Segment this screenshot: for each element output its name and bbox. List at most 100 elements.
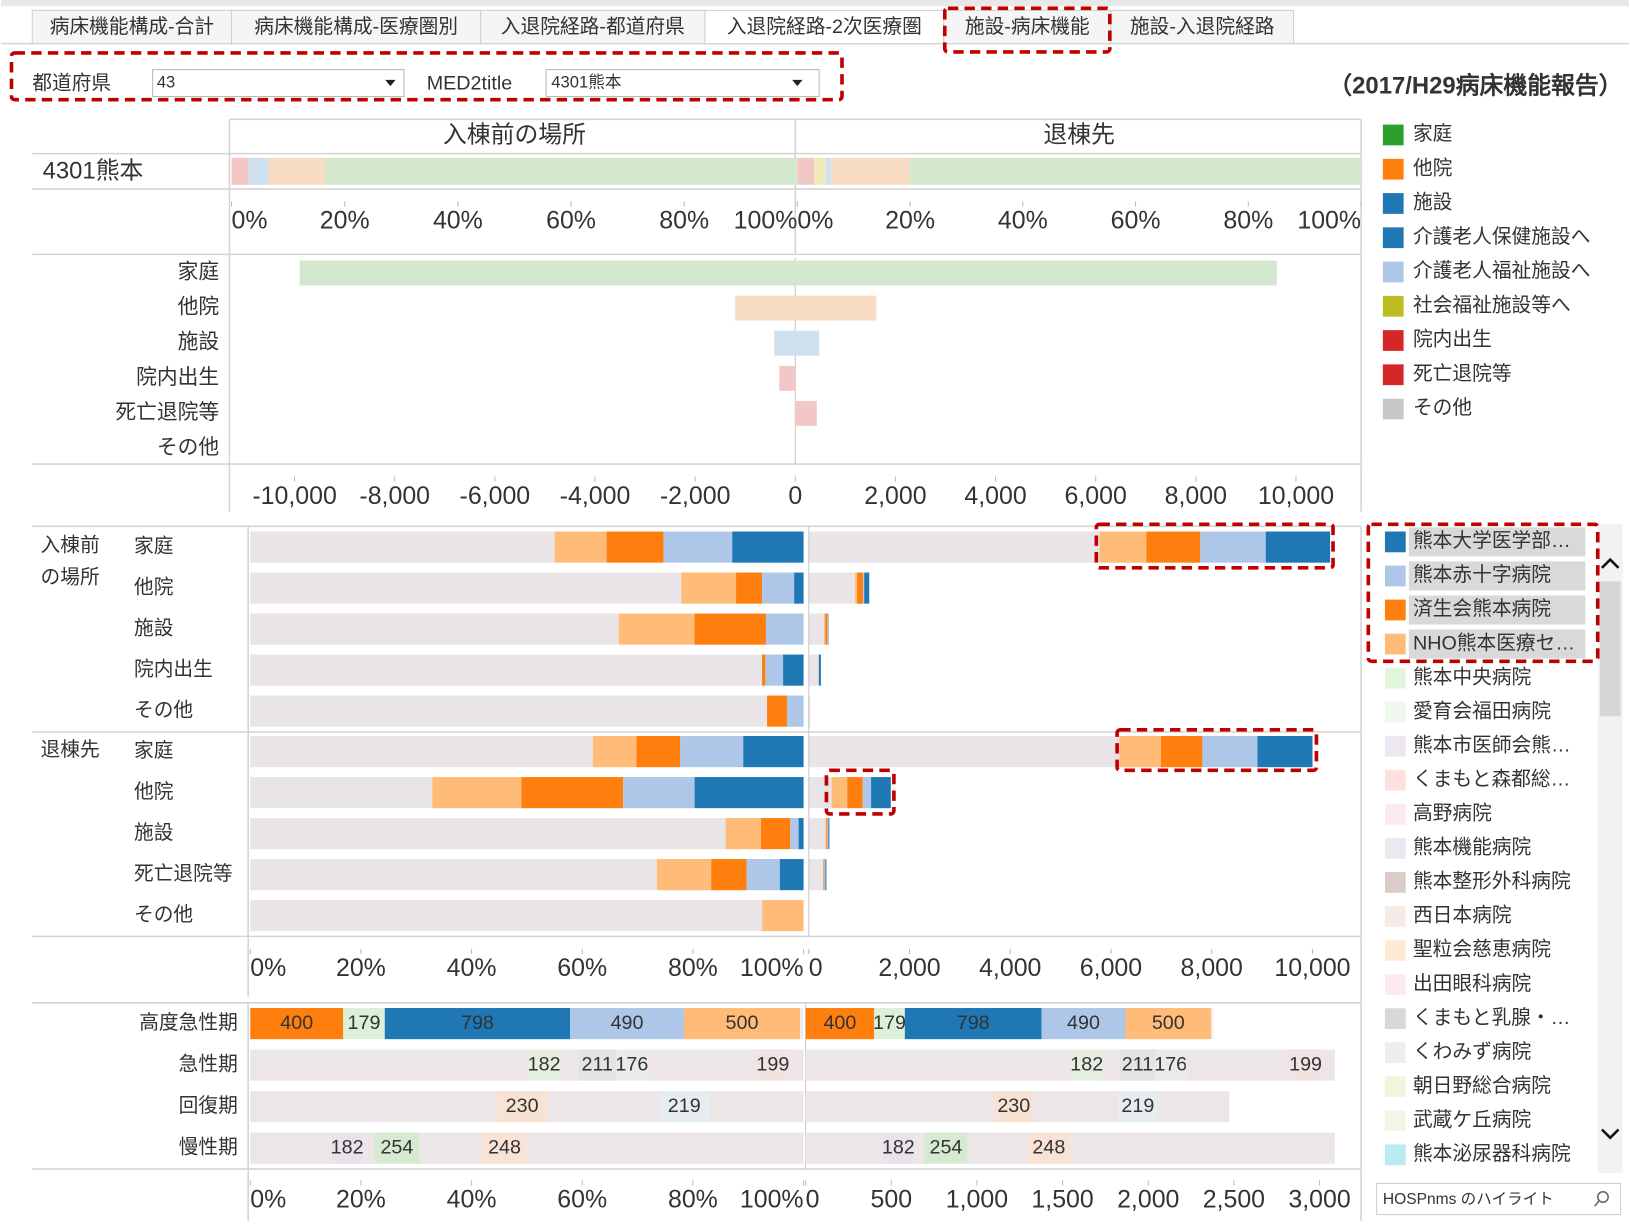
bar-segment bbox=[808, 613, 824, 645]
bar-segment bbox=[1200, 531, 1266, 563]
bar bbox=[795, 260, 1277, 286]
legend-swatch[interactable] bbox=[1384, 1042, 1406, 1064]
legend-swatch[interactable] bbox=[1384, 769, 1406, 791]
annotations bbox=[9, 6, 1600, 816]
bar-segment bbox=[1185, 1049, 1289, 1081]
legend-swatch[interactable] bbox=[1384, 599, 1406, 621]
legend-swatch[interactable] bbox=[1384, 940, 1406, 961]
group-label-box: 退棟先 bbox=[40, 739, 100, 761]
x-tick-label: 4,000 bbox=[979, 954, 1041, 982]
legend-label: 熊本整形外科病院 bbox=[1413, 871, 1571, 893]
dropdown[interactable] bbox=[545, 69, 820, 98]
bar-segment bbox=[343, 1008, 385, 1040]
annotation-box bbox=[9, 51, 844, 102]
bar-segment bbox=[825, 818, 827, 850]
legend-swatch[interactable] bbox=[1384, 667, 1406, 689]
bar-segment bbox=[1155, 1049, 1186, 1081]
legend-swatch[interactable] bbox=[1384, 803, 1406, 825]
data-label: 211 bbox=[581, 1053, 612, 1075]
x-tick-label: -2,000 bbox=[660, 482, 731, 510]
legend-swatch[interactable] bbox=[1384, 1076, 1406, 1098]
legend-swatch[interactable] bbox=[1384, 701, 1406, 723]
tab[interactable] bbox=[480, 9, 706, 45]
data-label: 798 bbox=[461, 1012, 494, 1034]
bar-segment bbox=[827, 818, 829, 850]
tab[interactable] bbox=[1110, 9, 1295, 45]
bar-segment bbox=[1146, 531, 1201, 563]
legend-swatch[interactable] bbox=[1384, 531, 1406, 553]
legend-swatch[interactable] bbox=[1384, 872, 1406, 893]
bar-segment bbox=[694, 613, 766, 645]
legend-label: 済生会熊本病院 bbox=[1413, 598, 1551, 620]
bar-segment bbox=[659, 1091, 709, 1123]
bar-segment bbox=[824, 859, 826, 891]
legend-swatch[interactable] bbox=[1384, 1144, 1406, 1166]
bar-segment bbox=[831, 777, 848, 809]
category-label: その他 bbox=[134, 904, 193, 926]
bar-segment bbox=[808, 818, 826, 850]
legend-swatch[interactable] bbox=[1384, 837, 1406, 859]
legend-swatch[interactable] bbox=[1384, 906, 1406, 927]
bar-segment bbox=[618, 613, 695, 645]
data-label: 490 bbox=[1067, 1012, 1100, 1034]
bar-segment bbox=[762, 572, 795, 604]
x-tick-label: 6,000 bbox=[1065, 482, 1127, 510]
bar-segment bbox=[760, 818, 791, 850]
x-tick-label: 100% bbox=[734, 207, 798, 235]
x-tick-label: 100% bbox=[740, 954, 804, 982]
legend-label: 出田眼科病院 bbox=[1413, 973, 1532, 995]
x-tick-label: 20% bbox=[885, 207, 935, 235]
x-tick-label: 8,000 bbox=[1181, 954, 1243, 982]
bar-segment bbox=[606, 531, 664, 563]
bar-segment bbox=[1211, 1008, 1214, 1040]
tab[interactable] bbox=[31, 9, 233, 45]
bar-segment bbox=[384, 1008, 571, 1040]
legend-swatch bbox=[1382, 261, 1404, 283]
filter-label: MED2title bbox=[427, 72, 513, 94]
data-label: 500 bbox=[1152, 1012, 1185, 1034]
category-label: 急性期 bbox=[179, 1053, 238, 1075]
bar-segment bbox=[825, 157, 832, 185]
x-tick-label: 6,000 bbox=[1080, 954, 1142, 982]
legend-swatch[interactable] bbox=[1384, 1008, 1406, 1029]
bar-segment bbox=[1156, 1091, 1230, 1123]
legend-highlight bbox=[1408, 629, 1586, 659]
bar-segment bbox=[592, 736, 637, 768]
group-label: 退棟先 bbox=[40, 739, 100, 761]
tab-label: 入退院経路-都道府県 bbox=[501, 16, 685, 38]
scrollbar-thumb[interactable] bbox=[1599, 581, 1621, 717]
bar-segment bbox=[805, 1008, 875, 1040]
bar-segment bbox=[527, 1049, 561, 1081]
bar-segment bbox=[826, 818, 828, 850]
dropdown-arrow bbox=[792, 79, 803, 87]
legend-swatch[interactable] bbox=[1384, 974, 1406, 995]
legend-highlight bbox=[1408, 595, 1586, 625]
bar-segment bbox=[363, 1132, 375, 1164]
legend-label: 施設 bbox=[1413, 192, 1453, 214]
bar bbox=[795, 295, 877, 321]
bar-segment bbox=[554, 531, 607, 563]
bar-segment bbox=[762, 900, 804, 932]
bar-segment bbox=[862, 777, 872, 809]
x-tick-label: 2,000 bbox=[1117, 1186, 1179, 1214]
bar-segment bbox=[711, 859, 747, 891]
legend-swatch[interactable] bbox=[1384, 565, 1406, 587]
search-box[interactable] bbox=[1376, 1182, 1622, 1216]
dropdown[interactable] bbox=[152, 69, 405, 98]
tab[interactable] bbox=[704, 9, 945, 45]
tab[interactable] bbox=[943, 9, 1112, 45]
bar-segment bbox=[250, 613, 619, 645]
bar bbox=[795, 400, 817, 426]
legend-swatch[interactable] bbox=[1384, 633, 1406, 655]
bar-segment bbox=[570, 1008, 684, 1040]
legend-swatch[interactable] bbox=[1384, 735, 1406, 757]
legend-highlight bbox=[1408, 561, 1586, 591]
bar-segment bbox=[708, 1091, 804, 1123]
panel-header: 退棟先 bbox=[1043, 121, 1115, 148]
bar-segment bbox=[250, 818, 726, 850]
legend-swatch[interactable] bbox=[1384, 1110, 1406, 1132]
scroll-down[interactable] bbox=[1600, 1128, 1620, 1140]
scroll-up[interactable] bbox=[1600, 557, 1620, 569]
tab-label: 施設-病床機能 bbox=[965, 16, 1090, 38]
bar-segment bbox=[1160, 736, 1203, 768]
